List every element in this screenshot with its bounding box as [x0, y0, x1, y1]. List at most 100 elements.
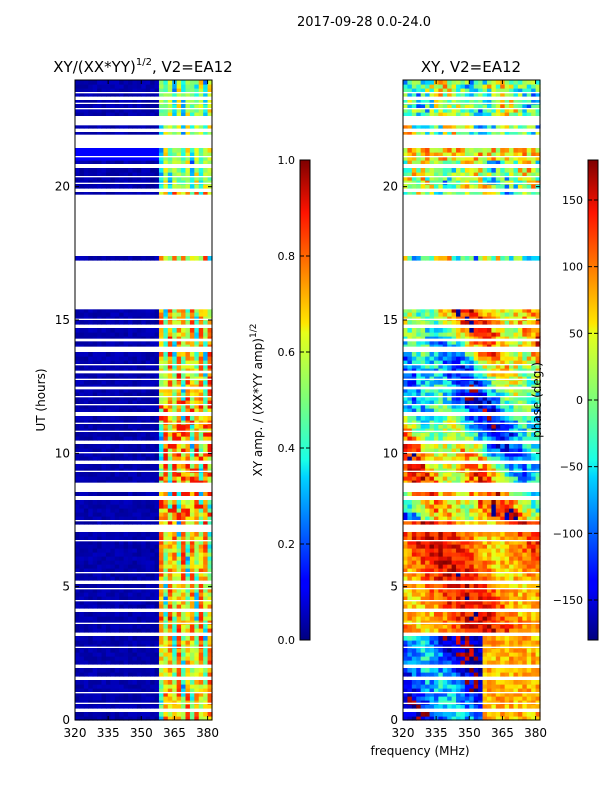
heatmap-cell — [451, 636, 457, 641]
heatmap-cell — [464, 624, 470, 629]
heatmap-cell — [141, 308, 147, 313]
heatmap-cell — [79, 688, 85, 693]
heatmap-cell — [123, 192, 129, 197]
heatmap-cell — [172, 172, 178, 177]
heatmap-cell — [105, 600, 111, 605]
heatmap-cell — [114, 408, 120, 413]
heatmap-cell — [522, 536, 528, 541]
heatmap-cell — [517, 588, 523, 593]
heatmap-cell — [141, 560, 147, 565]
heatmap-cell — [207, 148, 213, 153]
heatmap-cell — [425, 540, 431, 545]
heatmap-cell — [158, 176, 164, 181]
heatmap-cell — [491, 584, 497, 589]
heatmap-cell — [163, 132, 169, 137]
heatmap-cell — [189, 616, 195, 621]
heatmap-cell — [189, 668, 195, 673]
heatmap-cell — [198, 564, 204, 569]
heatmap-cell — [176, 364, 182, 369]
heatmap-cell — [101, 456, 107, 461]
heatmap-cell — [509, 556, 515, 561]
heatmap-cell — [478, 564, 484, 569]
heatmap-cell — [176, 112, 182, 117]
heatmap-cell — [97, 344, 103, 349]
heatmap-cell — [150, 108, 156, 113]
heatmap-cell — [101, 500, 107, 505]
heatmap-cell — [416, 636, 422, 641]
heatmap-cell — [416, 620, 422, 625]
heatmap-cell — [486, 712, 492, 717]
heatmap-cell — [407, 500, 413, 505]
heatmap-cell — [185, 516, 191, 521]
heatmap-cell — [88, 692, 94, 697]
heatmap-cell — [128, 168, 134, 173]
heatmap-cell — [145, 512, 151, 517]
heatmap-cell — [203, 88, 209, 93]
heatmap-cell — [198, 112, 204, 117]
heatmap-cell — [460, 652, 466, 657]
heatmap-cell — [83, 392, 89, 397]
heatmap-cell — [185, 468, 191, 473]
heatmap-cell — [442, 672, 448, 677]
heatmap-cell — [473, 564, 479, 569]
heatmap-cell — [92, 492, 98, 497]
heatmap-cell — [92, 368, 98, 373]
heatmap-cell — [101, 344, 107, 349]
heatmap-cell — [158, 448, 164, 453]
heatmap-cell — [132, 504, 138, 509]
heatmap-cell — [203, 568, 209, 573]
heatmap-cell — [105, 504, 111, 509]
heatmap-cell — [110, 444, 116, 449]
heatmap-cell — [83, 588, 89, 593]
heatmap-cell — [92, 160, 98, 165]
heatmap-cell — [105, 420, 111, 425]
heatmap-cell — [456, 636, 462, 641]
heatmap-cell — [535, 636, 541, 641]
heatmap-cell — [420, 692, 426, 697]
heatmap-cell — [207, 152, 213, 157]
heatmap-cell — [92, 620, 98, 625]
heatmap-cell — [456, 596, 462, 601]
heatmap-cell — [403, 644, 409, 649]
heatmap-cell — [464, 696, 470, 701]
heatmap-cell — [119, 620, 125, 625]
heatmap-cell — [92, 444, 98, 449]
heatmap-cell — [128, 380, 134, 385]
heatmap-cell — [456, 480, 462, 485]
heatmap-cell — [92, 396, 98, 401]
heatmap-cell — [491, 504, 497, 509]
heatmap-cell — [136, 336, 142, 341]
heatmap-cell — [407, 604, 413, 609]
heatmap-cell — [141, 576, 147, 581]
heatmap-cell — [83, 600, 89, 605]
heatmap-cell — [88, 132, 94, 137]
heatmap-cell — [145, 684, 151, 689]
heatmap-cell — [513, 480, 519, 485]
heatmap-cell — [92, 716, 98, 721]
heatmap-cell — [513, 696, 519, 701]
heatmap-cell — [464, 532, 470, 537]
heatmap-cell — [154, 712, 160, 717]
heatmap-cell — [75, 360, 81, 365]
heatmap-cell — [154, 592, 160, 597]
heatmap-cell — [456, 688, 462, 693]
heatmap-cell — [456, 716, 462, 721]
heatmap-cell — [438, 612, 444, 617]
heatmap-cell — [181, 512, 187, 517]
heatmap-cell — [185, 88, 191, 93]
heatmap-cell — [145, 184, 151, 189]
heatmap-cell — [88, 504, 94, 509]
heatmap-cell — [123, 552, 129, 557]
heatmap-cell — [110, 588, 116, 593]
heatmap-cell — [105, 92, 111, 97]
heatmap-cell — [132, 384, 138, 389]
heatmap-cell — [154, 500, 160, 505]
heatmap-cell — [128, 452, 134, 457]
heatmap-cell — [464, 492, 470, 497]
heatmap-cell — [207, 380, 213, 385]
heatmap-cell — [185, 472, 191, 477]
heatmap-cell — [154, 636, 160, 641]
heatmap-cell — [141, 688, 147, 693]
heatmap-cell — [145, 564, 151, 569]
